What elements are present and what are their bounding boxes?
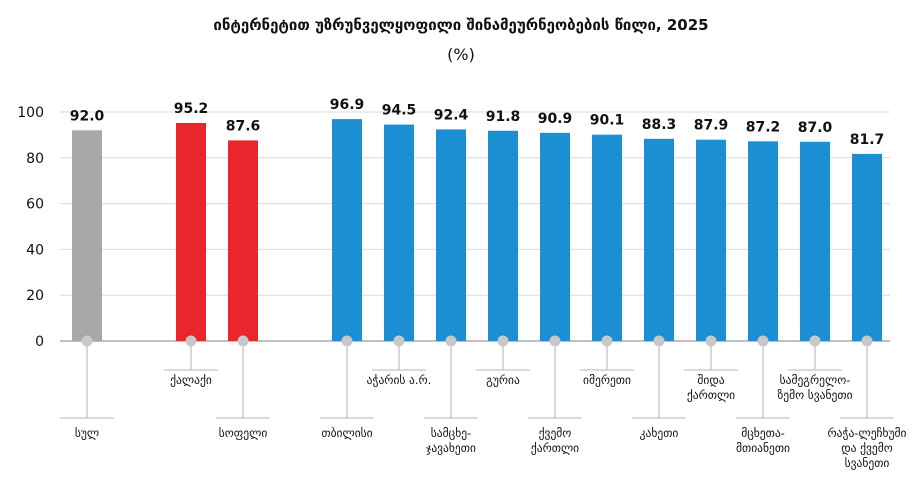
category-label: რაჭა-ლეჩხუმი bbox=[827, 426, 906, 440]
value-label: 92.4 bbox=[434, 107, 469, 123]
y-tick-label: 60 bbox=[26, 197, 44, 213]
category-label: ქვემო bbox=[539, 426, 572, 440]
bar bbox=[852, 153, 882, 341]
label-leaders bbox=[60, 335, 894, 419]
y-axis: 0 20 40 60 80 100 bbox=[17, 105, 44, 350]
category-label: ქალაქი bbox=[170, 373, 212, 387]
category-label: თბილისი bbox=[321, 426, 372, 440]
category-label: შიდა bbox=[697, 373, 724, 387]
y-tick-label: 0 bbox=[35, 334, 44, 350]
y-tick-label: 20 bbox=[26, 288, 44, 304]
axis-marker bbox=[757, 335, 769, 347]
axis-marker bbox=[237, 335, 249, 347]
axis-marker bbox=[809, 335, 821, 347]
bar bbox=[72, 130, 102, 341]
y-tick-label: 40 bbox=[26, 242, 44, 258]
value-label: 94.5 bbox=[382, 103, 417, 119]
chart-subtitle: (%) bbox=[447, 45, 475, 64]
axis-marker bbox=[601, 335, 613, 347]
axis-marker bbox=[185, 335, 197, 347]
bar bbox=[384, 124, 414, 341]
category-label: აჭარის ა.რ. bbox=[367, 373, 432, 387]
bar bbox=[540, 132, 570, 341]
value-label: 81.7 bbox=[850, 132, 885, 148]
axis-marker bbox=[393, 335, 405, 347]
axis-marker bbox=[497, 335, 509, 347]
axis-marker bbox=[445, 335, 457, 347]
category-label: კახეთი bbox=[640, 426, 679, 440]
value-label: 95.2 bbox=[174, 101, 209, 117]
bar bbox=[644, 138, 674, 341]
bar bbox=[748, 141, 778, 341]
y-tick-label: 80 bbox=[26, 151, 44, 167]
category-label: იმერეთი bbox=[583, 373, 631, 387]
bars bbox=[72, 119, 882, 341]
bar bbox=[436, 129, 466, 341]
bar bbox=[488, 130, 518, 341]
category-label: მთიანეთი bbox=[736, 441, 790, 455]
value-label: 87.2 bbox=[746, 119, 781, 135]
value-labels: 92.0 95.2 87.6 96.9 94.5 92.4 91.8 90.9 90.1 88.3… bbox=[70, 97, 885, 148]
category-label: სულ bbox=[75, 426, 99, 440]
category-label: სამეგრელო- bbox=[780, 373, 851, 387]
value-label: 96.9 bbox=[330, 97, 365, 113]
bar bbox=[592, 134, 622, 341]
value-label: 91.8 bbox=[486, 109, 521, 125]
value-label: 87.0 bbox=[798, 120, 833, 136]
bar bbox=[228, 140, 258, 341]
category-label: სოფელი bbox=[219, 426, 268, 440]
y-tick-label: 100 bbox=[17, 105, 44, 121]
axis-marker bbox=[653, 335, 665, 347]
category-label: სვანეთი bbox=[845, 456, 890, 470]
category-labels: სულ ქალაქი სოფელი თბილისი აჭარის ა.რ. სამცხე-… bbox=[75, 373, 907, 470]
bar bbox=[176, 122, 206, 341]
category-label: ქართლი bbox=[687, 388, 735, 402]
axis-marker bbox=[861, 335, 873, 347]
value-label: 88.3 bbox=[642, 117, 677, 133]
category-label: და ქვემო bbox=[841, 441, 893, 455]
axis-marker bbox=[705, 335, 717, 347]
value-label: 90.9 bbox=[538, 111, 573, 127]
category-label: გურია bbox=[486, 373, 520, 387]
bar bbox=[332, 119, 362, 341]
bar bbox=[800, 141, 830, 341]
chart-title: ინტერნეტით უზრუნველყოფილი შინამეურნეობებ… bbox=[213, 16, 708, 34]
value-label: 87.9 bbox=[694, 118, 729, 134]
axis-marker bbox=[341, 335, 353, 347]
category-label: სამცხე- bbox=[431, 426, 471, 440]
value-label: 90.1 bbox=[590, 113, 625, 129]
axis-marker bbox=[81, 335, 93, 347]
axis-marker bbox=[549, 335, 561, 347]
value-label: 92.0 bbox=[70, 108, 105, 124]
category-label: ქართლი bbox=[531, 441, 579, 455]
value-label: 87.6 bbox=[226, 118, 261, 134]
bar bbox=[696, 139, 726, 341]
category-label: მცხეთა- bbox=[741, 426, 785, 440]
category-label: ზემო სვანეთი bbox=[777, 388, 852, 402]
category-label: ჯავახეთი bbox=[426, 441, 476, 455]
